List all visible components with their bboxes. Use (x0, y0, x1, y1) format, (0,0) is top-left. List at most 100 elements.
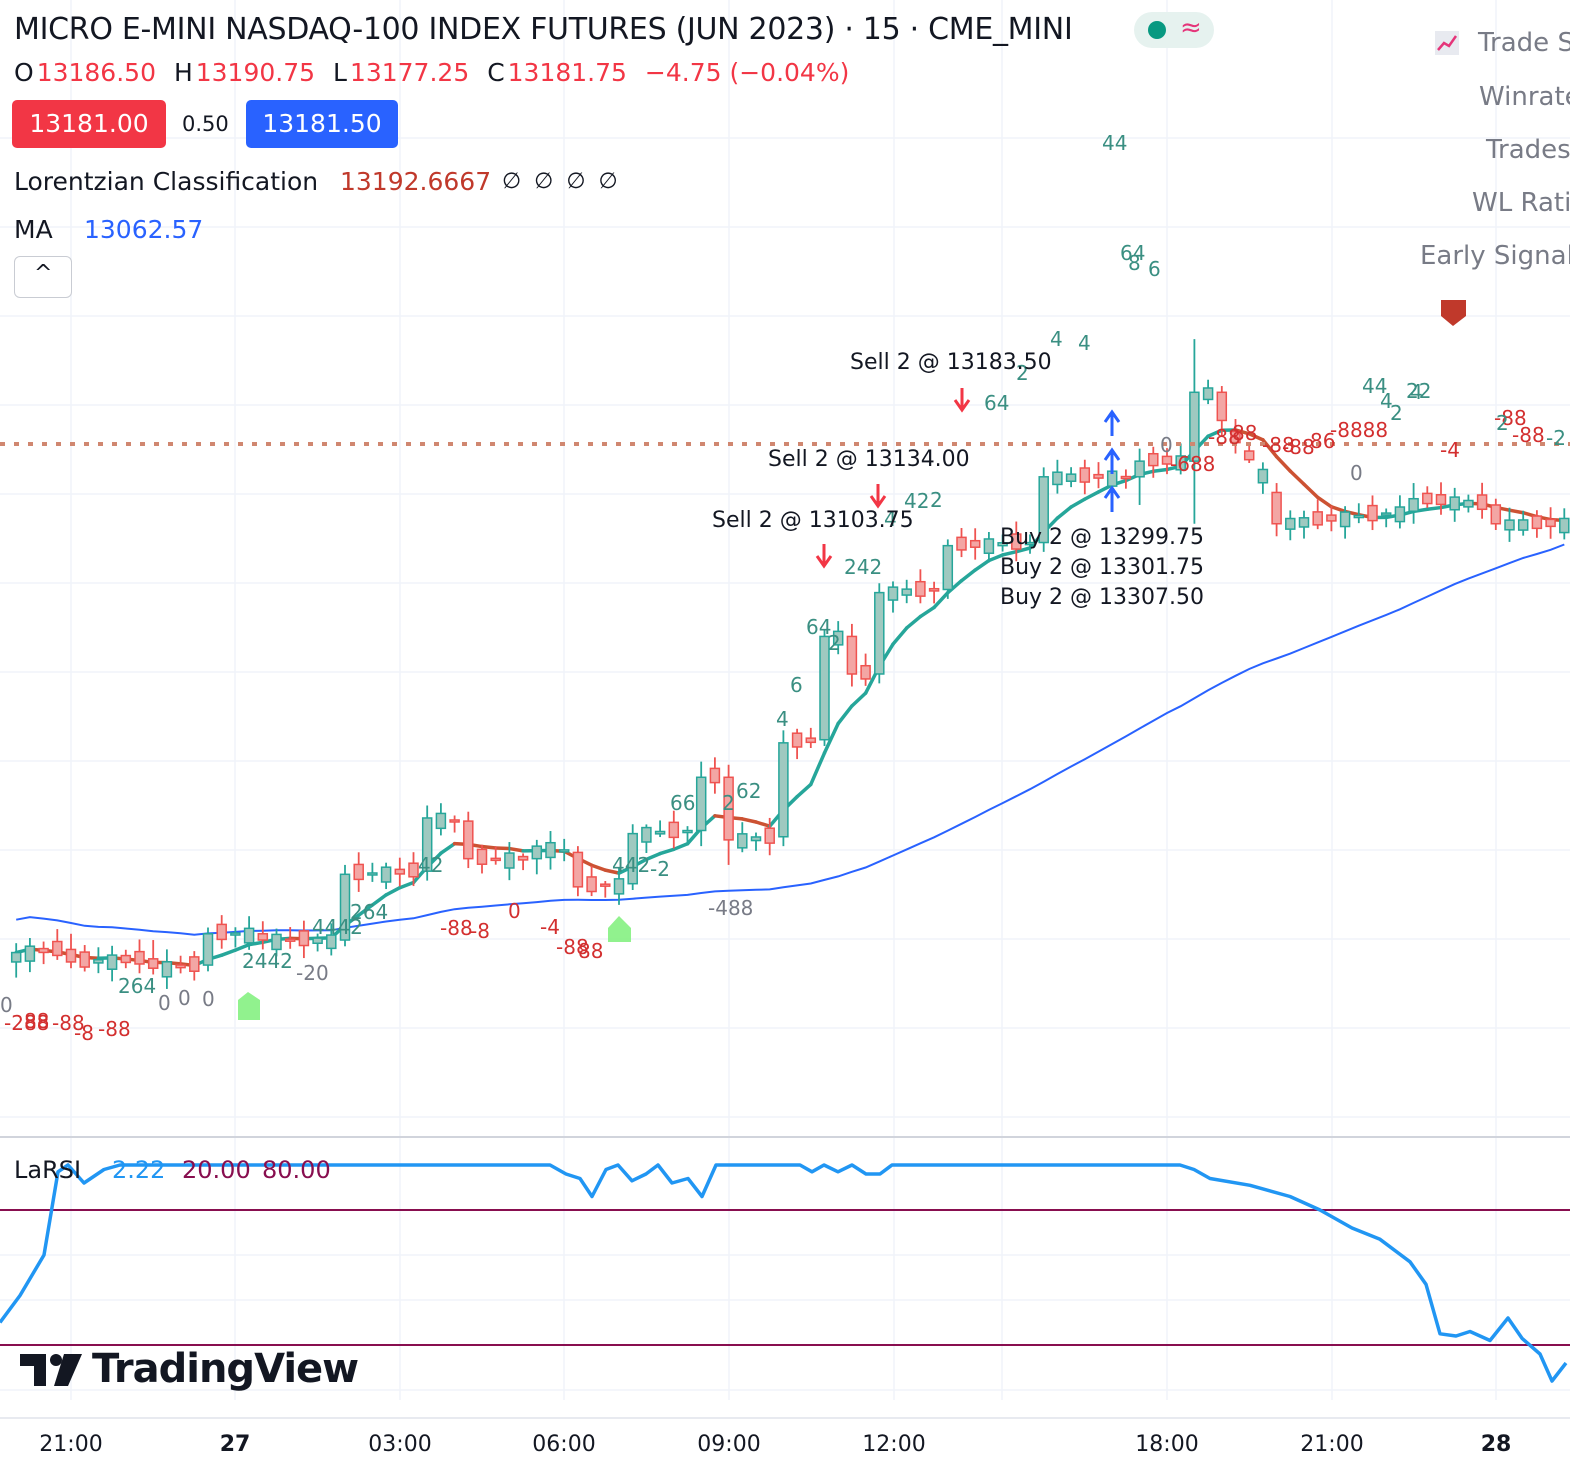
candle-body (79, 951, 90, 968)
kernel-segment (891, 626, 909, 646)
tradingview-logo[interactable]: TradingView (92, 1346, 359, 1392)
bar-label-positive: 66 (670, 791, 695, 815)
kernel-segment (1014, 546, 1032, 554)
candle (668, 810, 680, 849)
status-pill[interactable] (1134, 12, 1214, 48)
kernel-segment (658, 847, 676, 856)
candle-body (298, 930, 310, 947)
candle-body (449, 819, 460, 823)
sell-arrow-icon (869, 484, 887, 509)
candle (942, 539, 954, 599)
candle (24, 937, 36, 973)
bar-label-positive: 2442 (242, 949, 293, 973)
bar-label-positive: 4 (1410, 380, 1423, 404)
signal-markers[interactable] (238, 300, 1466, 1020)
market-open-dot-icon (1148, 21, 1166, 39)
ma-polyline (16, 543, 1565, 936)
bar-label-positive: 6 (790, 673, 803, 697)
bar-label-positive: 64 (806, 615, 831, 639)
bar-label-positive: 22 (1406, 379, 1431, 403)
trade-arrows[interactable] (815, 388, 1121, 569)
candle (1120, 469, 1132, 489)
candle-body (983, 538, 995, 554)
indicator-ma-value: 13062.57 (84, 215, 204, 244)
bar-label-negative: 88 (578, 939, 603, 963)
candle-body (243, 927, 255, 944)
candle-body (1298, 517, 1310, 528)
candle-body (846, 635, 858, 675)
sell-arrow-icon (953, 388, 971, 413)
candle (778, 730, 789, 847)
bar-label-negative: -88 (1512, 423, 1545, 447)
kernel-segment (603, 868, 621, 875)
stats-winrate-label: Winrate (1479, 82, 1570, 112)
candle (339, 864, 351, 947)
candle-body (1504, 519, 1515, 531)
chart-icon (1434, 30, 1460, 56)
candle-body (93, 958, 104, 964)
symbol-title[interactable]: MICRO E-MINI NASDAQ-100 INDEX FUTURES (J… (14, 12, 1073, 47)
indicator-lorentzian-name[interactable]: Lorentzian Classification (14, 167, 319, 196)
candle (1380, 508, 1392, 528)
candle (463, 811, 474, 869)
candle (558, 838, 570, 862)
candle (1038, 467, 1049, 552)
candle-body (38, 947, 49, 954)
candle-body (10, 951, 22, 963)
candle (257, 921, 269, 950)
candle-body (928, 587, 940, 592)
bar-label-positive: 2 (1016, 361, 1029, 385)
candle-body (1134, 460, 1145, 478)
kernel-segment (219, 948, 238, 957)
candle (764, 817, 775, 856)
candle-body (860, 664, 871, 680)
larsi-title[interactable]: LaRSI (14, 1156, 82, 1184)
candle (1079, 459, 1091, 495)
bar-label-positive: 44 (1362, 374, 1387, 398)
candle-body (641, 826, 652, 843)
candle (408, 852, 419, 887)
candle (737, 822, 748, 853)
candle (983, 532, 995, 563)
time-axis-label: 18:00 (1135, 1432, 1199, 1457)
ohlc-open-label: O (14, 58, 34, 87)
stats-trade-label: Trade S (1478, 28, 1570, 58)
candle (1463, 494, 1474, 513)
bar-label-positive: 2 (828, 631, 841, 655)
candle-body (572, 851, 584, 888)
candle-body (490, 857, 501, 862)
bar-label-positive: 4 (1050, 327, 1063, 351)
bar-label-positive: 4 (884, 507, 897, 531)
kernel-segment (1151, 467, 1169, 474)
bar-label-positive: 4442 (312, 915, 363, 939)
time-axis-label: 09:00 (697, 1432, 761, 1457)
arrow-head (815, 555, 833, 569)
candle-body (682, 829, 693, 834)
candle-body (600, 883, 611, 887)
ohlc-close-label: C (487, 58, 505, 87)
candle-body (1189, 391, 1200, 462)
candle (1175, 443, 1186, 475)
candle (901, 579, 912, 604)
collapse-legend-button[interactable]: ^ (14, 256, 72, 298)
trade-label-sell-3: Sell 2 @ 13103.75 (712, 508, 914, 533)
ma-line (16, 543, 1565, 936)
candle-body (778, 742, 789, 838)
sell-price-button[interactable]: 13181.00 (12, 100, 166, 148)
candle (120, 949, 132, 969)
candle-body (1257, 468, 1269, 484)
kernel-segment (1425, 505, 1443, 512)
trade-label-sell-2: Sell 2 @ 13134.00 (768, 447, 970, 472)
candle (915, 569, 926, 604)
replay-wave-icon[interactable]: ≈ (1180, 13, 1202, 43)
bar-label-positive: 2 (1496, 411, 1509, 435)
buy-price-button[interactable]: 13181.50 (246, 100, 398, 148)
candle (1148, 446, 1159, 478)
candle (709, 757, 721, 794)
candle-body (106, 954, 118, 970)
arrow-head (1103, 485, 1121, 499)
candles[interactable] (10, 339, 1570, 989)
ohlc-close: 13181.75 (507, 58, 627, 87)
indicator-ma-name[interactable]: MA (14, 215, 53, 244)
